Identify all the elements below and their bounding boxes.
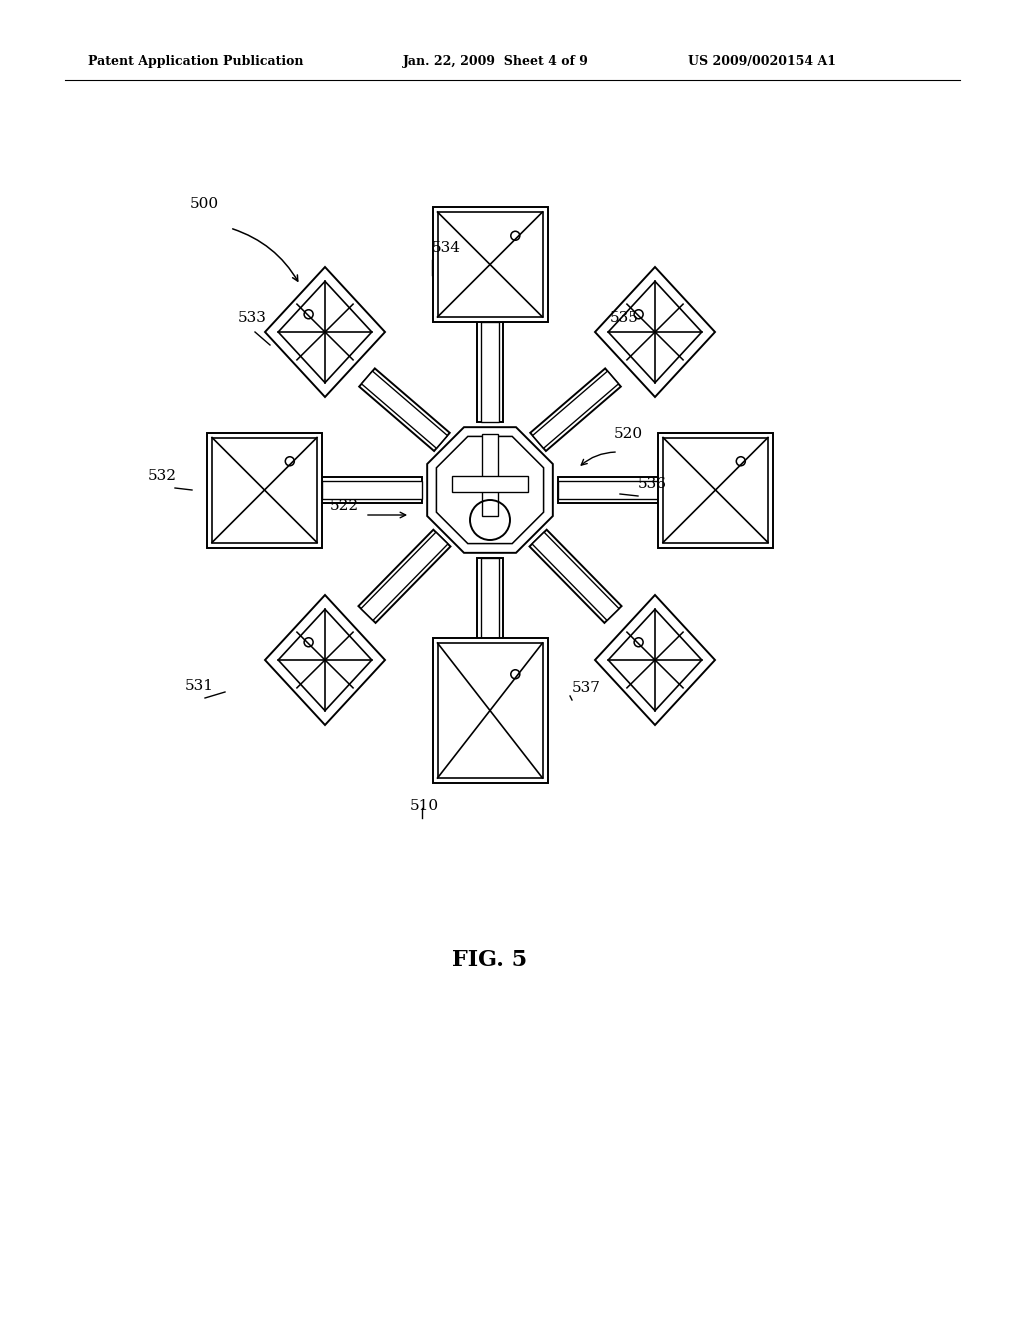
Polygon shape — [608, 610, 701, 710]
Bar — [432, 207, 548, 322]
Bar — [452, 477, 528, 492]
Polygon shape — [322, 480, 422, 499]
Polygon shape — [265, 267, 385, 397]
Polygon shape — [481, 558, 499, 657]
Text: 531: 531 — [185, 678, 214, 693]
Polygon shape — [322, 477, 422, 503]
Text: 520: 520 — [614, 426, 643, 441]
Polygon shape — [595, 267, 715, 397]
Text: US 2009/0020154 A1: US 2009/0020154 A1 — [688, 55, 836, 69]
Polygon shape — [436, 437, 544, 544]
Polygon shape — [529, 529, 622, 623]
Text: 535: 535 — [610, 312, 639, 325]
Text: Patent Application Publication: Patent Application Publication — [88, 55, 303, 69]
Polygon shape — [530, 368, 621, 451]
Text: 510: 510 — [410, 799, 439, 813]
Text: 500: 500 — [190, 197, 219, 211]
Bar — [663, 437, 768, 543]
Bar — [207, 433, 322, 548]
Text: 537: 537 — [572, 681, 601, 696]
Bar — [482, 434, 498, 516]
Text: 522: 522 — [330, 499, 359, 513]
Polygon shape — [359, 368, 450, 451]
Polygon shape — [558, 480, 658, 499]
Polygon shape — [595, 595, 715, 725]
Polygon shape — [358, 529, 451, 623]
Polygon shape — [361, 371, 447, 449]
Polygon shape — [481, 322, 499, 422]
Polygon shape — [279, 281, 372, 383]
Text: 532: 532 — [148, 469, 177, 483]
Polygon shape — [532, 532, 618, 620]
Text: 533: 533 — [238, 312, 267, 325]
Polygon shape — [477, 322, 503, 422]
Bar — [437, 643, 543, 777]
Bar — [658, 433, 773, 548]
Bar — [212, 437, 317, 543]
Bar — [432, 638, 548, 783]
Polygon shape — [477, 558, 503, 657]
Polygon shape — [608, 281, 701, 383]
Polygon shape — [558, 477, 658, 503]
Polygon shape — [279, 610, 372, 710]
Text: 536: 536 — [638, 477, 667, 491]
Polygon shape — [361, 532, 447, 620]
Text: 534: 534 — [432, 242, 461, 255]
Text: FIG. 5: FIG. 5 — [453, 949, 527, 972]
Polygon shape — [532, 371, 618, 449]
Bar — [437, 213, 543, 317]
Text: Jan. 22, 2009  Sheet 4 of 9: Jan. 22, 2009 Sheet 4 of 9 — [403, 55, 589, 69]
Polygon shape — [265, 595, 385, 725]
Polygon shape — [427, 428, 553, 553]
